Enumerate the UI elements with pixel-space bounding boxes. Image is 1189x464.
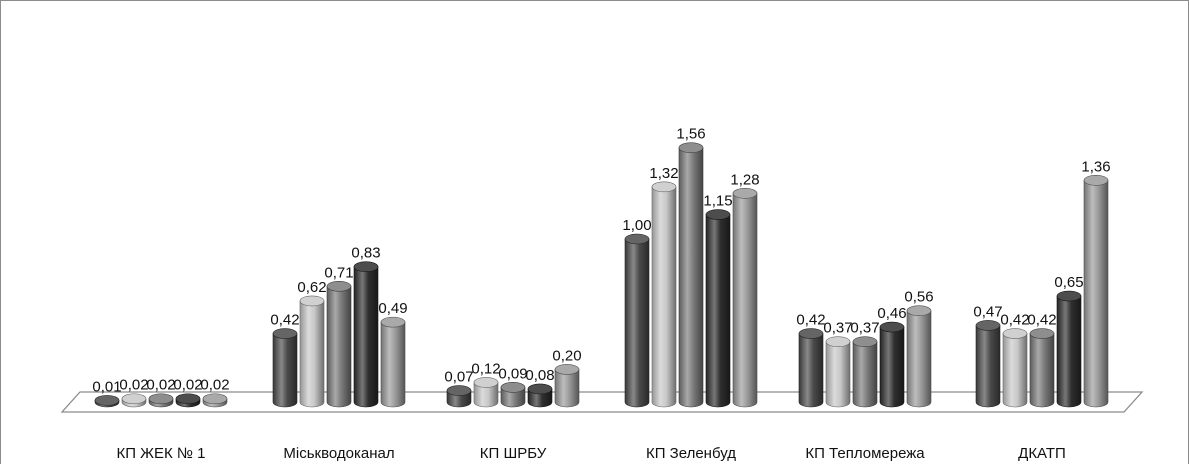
category-label: КП Зеленбуд [646,445,736,462]
category-label: КП ШРБУ [480,445,547,462]
data-label: 0,42 [1027,312,1056,329]
data-label: 0,02 [119,377,148,394]
bar-4-4 [906,305,932,408]
bar-5-4 [1083,175,1109,408]
bar-0-3 [175,393,201,408]
data-label: 0,12 [471,360,500,377]
data-label: 1,00 [622,217,651,234]
bar-1-1 [299,295,325,408]
bar-2-0 [446,385,472,408]
category-labels-layer: КП ЖЕК № 1 Міськводоканал КП ШРБУ КП Зеленб… [116,445,1065,462]
bar-0-4 [202,393,228,408]
bar-0-2 [148,393,174,408]
bar-2-4 [554,364,580,408]
bar-1-4 [380,316,406,408]
bar-2-1 [473,377,499,408]
data-label: 0,47 [973,303,1002,320]
bar-4-0 [798,328,824,408]
bar-3-2 [678,142,704,408]
data-label: 0,42 [796,312,825,329]
data-label: 0,02 [200,377,229,394]
data-label: 0,49 [378,300,407,317]
bar-0-1 [121,393,147,408]
category-label: ДКАТП [1018,445,1066,462]
bar-4-1 [825,336,851,408]
bar-3-4 [732,188,758,408]
data-label: 0,42 [1000,312,1029,329]
bar-3-0 [624,233,650,408]
bar-5-3 [1056,290,1082,408]
data-label: 0,71 [324,264,353,281]
data-label: 0,83 [351,245,380,262]
data-label: 1,32 [649,165,678,182]
data-label: 0,37 [850,320,879,337]
bar-5-0 [975,320,1001,408]
data-label: 1,28 [730,171,759,188]
category-label: КП Тепломережа [805,445,925,462]
data-label: 0,02 [173,377,202,394]
bar-4-3 [879,321,905,408]
bar-3-1 [651,181,677,408]
data-label: 0,20 [552,347,581,364]
data-labels-layer: 0,010,020,020,020,020,420,620,710,830,49… [92,126,1110,396]
bar-1-3 [353,261,379,408]
bar-3-3 [705,209,731,408]
data-label: 1,15 [703,193,732,210]
data-label: 0,62 [297,279,326,296]
data-label: 0,08 [525,367,554,384]
bar-5-2 [1029,328,1055,408]
data-label: 0,37 [823,320,852,337]
category-label: КП ЖЕК № 1 [116,445,205,462]
data-label: 0,42 [270,312,299,329]
bar-1-0 [272,328,298,408]
data-label: 0,02 [146,377,175,394]
bars-layer [94,142,1109,408]
data-label: 0,65 [1054,274,1083,291]
bar-2-2 [500,382,526,408]
data-label: 0,46 [877,305,906,322]
data-label: 0,56 [904,289,933,306]
data-label: 0,01 [92,378,121,395]
data-label: 0,07 [444,369,473,386]
bar-5-1 [1002,328,1028,408]
category-label: Міськводоканал [283,445,394,462]
data-label: 1,36 [1081,158,1110,175]
bar-4-2 [852,336,878,408]
data-label: 0,09 [498,365,527,382]
bar-2-3 [527,383,553,408]
data-label: 1,56 [676,126,705,143]
bar-0-0 [94,395,120,408]
bar-1-2 [326,280,352,408]
